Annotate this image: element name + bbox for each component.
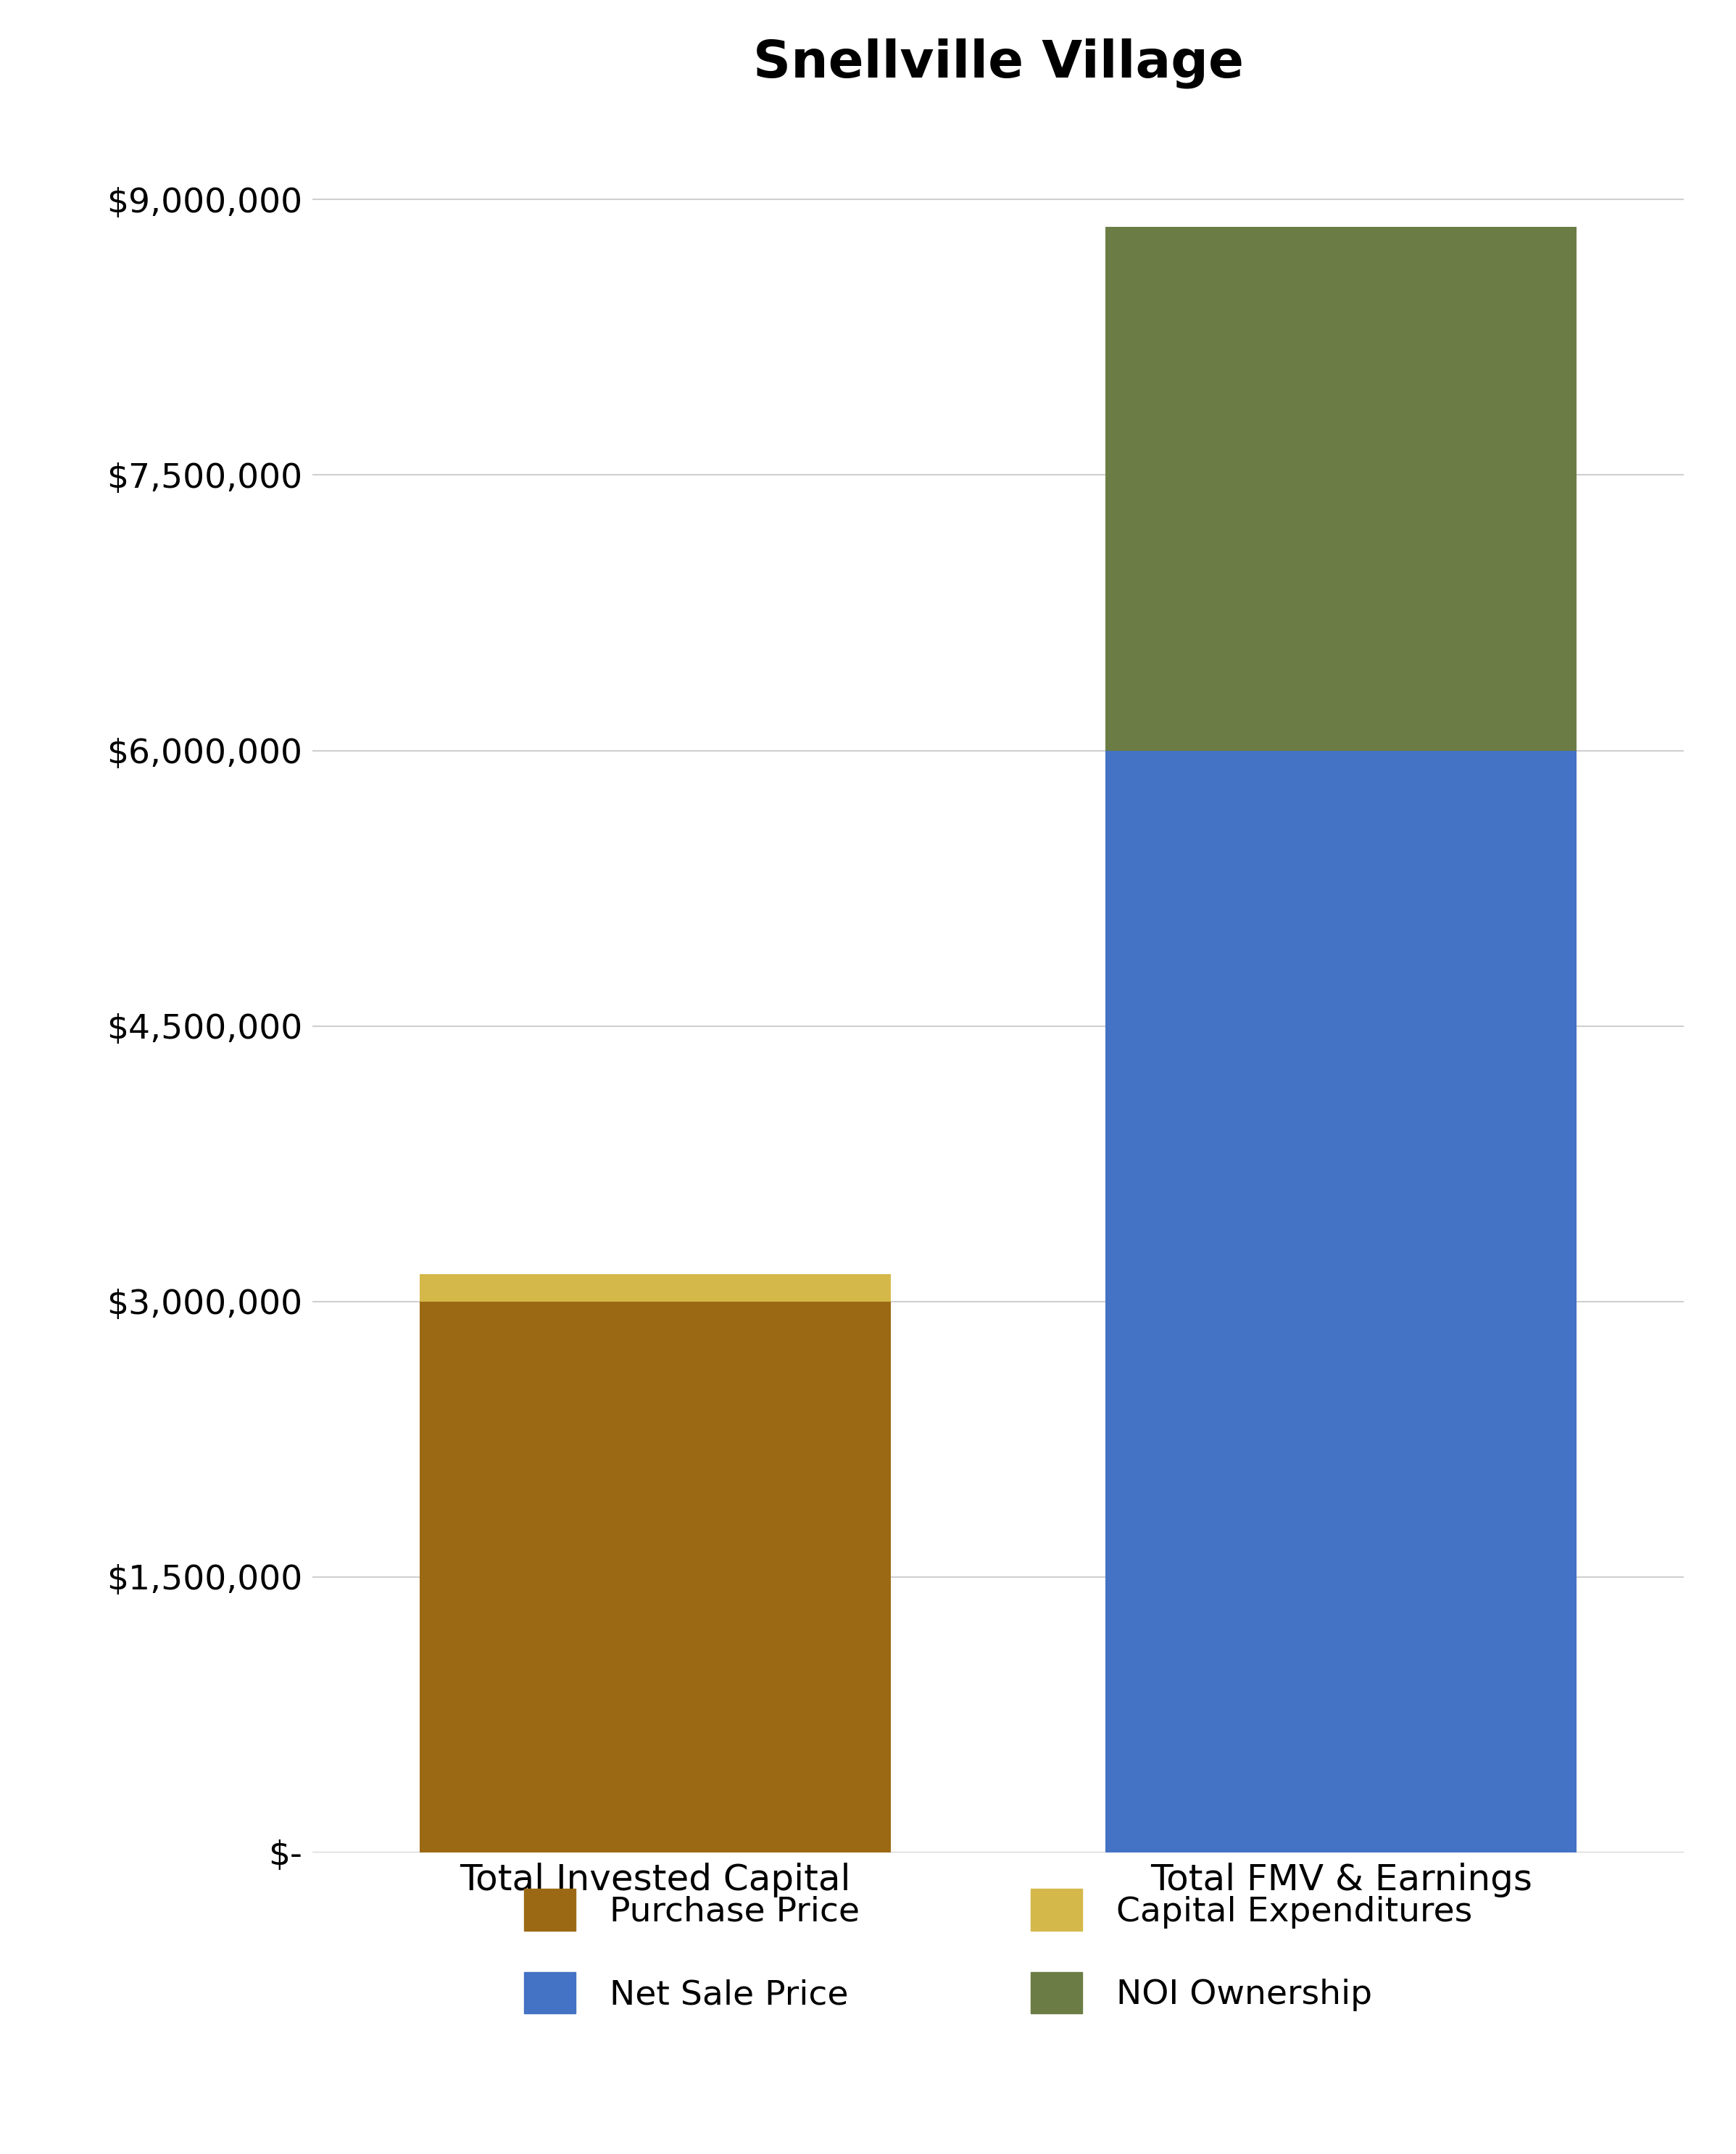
Bar (420, 1301, 891, 1852)
Bar (1106, 226, 1576, 750)
Legend: Purchase Price, Net Sale Price, Capital Expenditures, NOI Ownership: Purchase Price, Net Sale Price, Capital … (510, 1876, 1486, 2027)
Title: Snellville Village: Snellville Village (753, 39, 1243, 88)
Bar (1106, 750, 1576, 1852)
Bar (420, 1273, 891, 1301)
